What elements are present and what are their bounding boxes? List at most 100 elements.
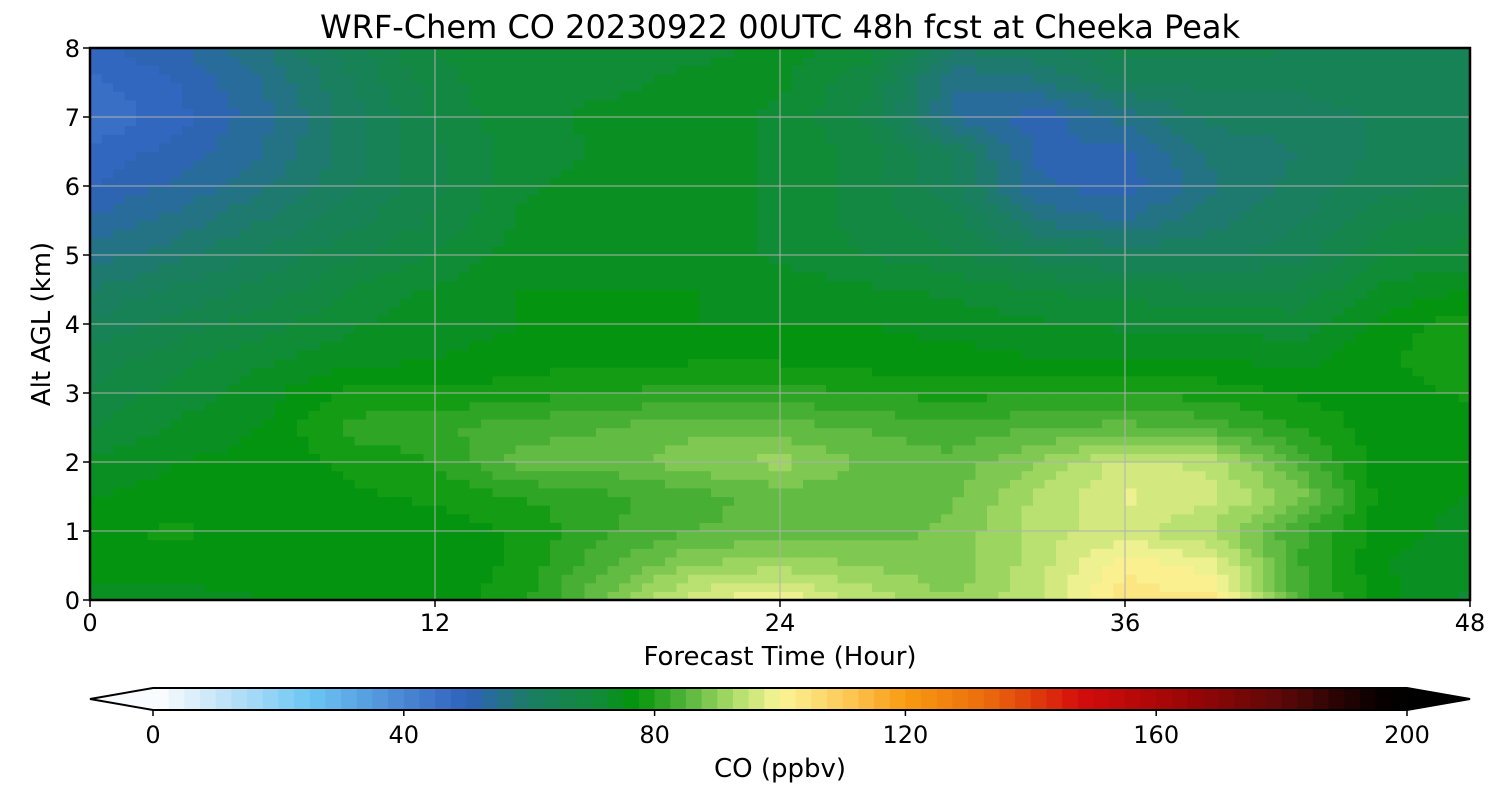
field-cell <box>1378 539 1391 549</box>
field-cell <box>837 324 850 334</box>
field-cell <box>308 427 321 437</box>
field-cell <box>849 272 862 282</box>
field-cell <box>228 522 241 532</box>
field-cell <box>1228 263 1241 273</box>
field-cell <box>504 513 517 523</box>
field-cell <box>711 479 724 489</box>
field-cell <box>205 427 218 437</box>
field-cell <box>1343 582 1356 592</box>
field-cell <box>607 289 620 299</box>
field-cell <box>814 462 827 472</box>
field-cell <box>768 263 781 273</box>
field-cell <box>1056 280 1069 291</box>
field-cell <box>1125 591 1138 600</box>
field-cell <box>343 522 356 532</box>
field-cell <box>642 496 655 506</box>
field-cell <box>1205 393 1218 403</box>
field-cell <box>1263 375 1276 385</box>
field-cell <box>435 255 448 265</box>
field-cell <box>239 582 252 592</box>
field-cell <box>1355 513 1368 523</box>
field-cell <box>1194 496 1207 506</box>
field-cell <box>1113 470 1126 480</box>
field-cell <box>780 289 793 299</box>
field-cell <box>124 384 137 394</box>
field-cell <box>814 410 827 420</box>
field-cell <box>780 548 793 558</box>
field-cell <box>1435 375 1448 385</box>
field-cell <box>837 548 850 558</box>
field-cell <box>113 539 126 549</box>
field-cell <box>941 349 954 360</box>
field-cell <box>952 539 965 549</box>
field-cell <box>331 393 344 403</box>
field-cell <box>1366 306 1379 316</box>
field-cell <box>1102 263 1115 273</box>
field-cell <box>1378 401 1391 411</box>
field-cell <box>722 444 735 454</box>
field-cell <box>1217 496 1230 506</box>
field-cell <box>170 289 183 299</box>
field-cell <box>147 375 160 385</box>
field-cell <box>1274 393 1287 403</box>
field-cell <box>216 418 229 429</box>
field-cell <box>1320 574 1333 584</box>
field-cell <box>1447 367 1460 377</box>
field-cell <box>90 246 103 256</box>
field-cell <box>768 462 781 472</box>
field-cell <box>987 462 1000 472</box>
field-cell <box>1251 582 1264 592</box>
field-cell <box>193 367 206 377</box>
field-cell <box>538 418 551 429</box>
field-cell <box>1217 462 1230 472</box>
field-cell <box>1447 418 1460 429</box>
field-cell <box>274 263 287 273</box>
field-cell <box>987 539 1000 549</box>
field-cell <box>1217 513 1230 523</box>
field-cell <box>768 255 781 265</box>
field-cell <box>642 280 655 291</box>
field-cell <box>331 513 344 523</box>
field-cell <box>722 384 735 394</box>
field-cell <box>1412 349 1425 360</box>
field-cell <box>1067 255 1080 265</box>
field-cell <box>1263 556 1276 567</box>
field-cell <box>1366 548 1379 558</box>
field-cell <box>1113 479 1126 489</box>
field-cell <box>757 367 770 377</box>
field-cell <box>1113 531 1126 541</box>
field-cell <box>1113 401 1126 411</box>
field-cell <box>906 358 919 368</box>
field-cell <box>1125 487 1138 498</box>
field-cell <box>1102 367 1115 377</box>
field-cell <box>561 453 574 463</box>
field-cell <box>170 401 183 411</box>
field-cell <box>1389 531 1402 541</box>
field-cell <box>642 401 655 411</box>
field-cell <box>1343 591 1356 600</box>
field-cell <box>262 591 275 600</box>
field-cell <box>1435 401 1448 411</box>
field-cell <box>147 574 160 584</box>
field-cell <box>1079 505 1092 515</box>
field-cell <box>791 505 804 515</box>
field-cell <box>504 306 517 316</box>
field-cell <box>274 470 287 480</box>
field-cell <box>90 556 103 567</box>
field-cell <box>262 496 275 506</box>
field-cell <box>1389 349 1402 360</box>
field-cell <box>688 531 701 541</box>
field-cell <box>400 513 413 523</box>
field-cell <box>101 263 114 273</box>
field-cell <box>1056 470 1069 480</box>
field-cell <box>699 539 712 549</box>
field-cell <box>975 505 988 515</box>
field-cell <box>124 367 137 377</box>
field-cell <box>1228 375 1241 385</box>
field-cell <box>573 255 586 265</box>
field-cell <box>860 332 873 342</box>
field-cell <box>354 393 367 403</box>
field-cell <box>1136 358 1149 368</box>
field-cell <box>653 375 666 385</box>
field-cell <box>1343 332 1356 342</box>
